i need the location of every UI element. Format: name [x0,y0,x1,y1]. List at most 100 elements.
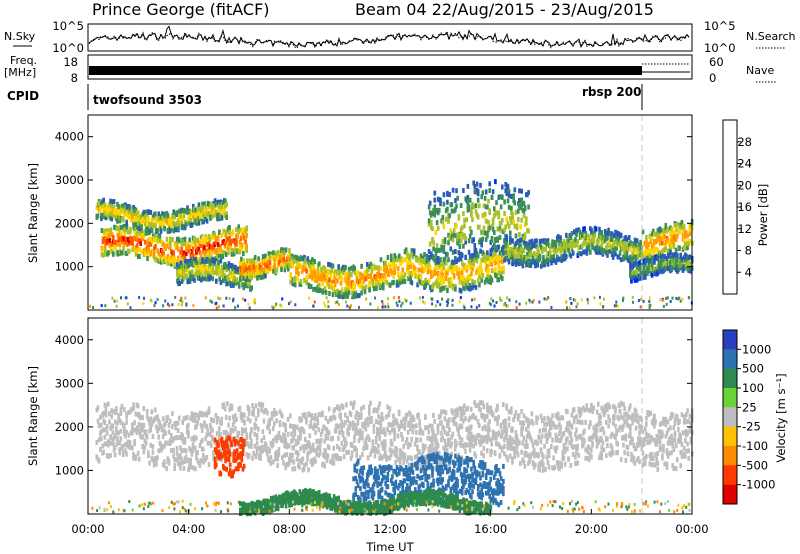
power-cell [622,239,625,245]
power-noise-cell [665,302,668,306]
power-cell [144,226,148,232]
velocity-cell [96,418,100,424]
power-cell [215,253,219,259]
power-cell [436,225,440,231]
power-cell [495,273,498,279]
power-noise-cell [431,302,434,306]
power-cell [138,226,141,231]
velocity-cell [212,418,215,424]
power-cell [282,257,286,263]
power-noise-cell [441,297,444,301]
velocity-cell [115,430,118,436]
velocity-cell [266,451,269,457]
power-cell [324,277,328,283]
power-cell [452,273,456,279]
power-cell [522,200,526,206]
power-cell [156,228,159,234]
power-cell [227,277,231,282]
power-cell [639,264,642,270]
power-cell [212,203,216,209]
velocity-cell [447,431,450,437]
power-noise-cell [120,296,122,300]
power-cell [322,272,326,278]
velocity-cell [133,441,136,446]
velocity-cell [380,455,384,461]
power-cell [535,244,538,250]
power-noise-cell [678,296,681,300]
velocity-cell [229,430,233,436]
velocity-cell [440,420,443,426]
power-cell [459,256,463,262]
velocity-cell [370,415,373,421]
power-cell [190,222,194,228]
power-cell [594,226,598,232]
power-cell [448,213,451,219]
power-noise-cell [648,306,651,310]
velocity-cell [211,427,214,433]
velocity-cell [453,446,457,452]
power-cell [552,254,555,260]
velocity-cell [165,466,168,472]
velocity-cell [374,419,378,425]
velocity-cell [316,417,320,423]
velocity-cell [377,405,380,411]
velocity-cell [111,424,115,430]
velocity-cell [271,426,275,432]
power-cell [468,283,472,288]
velocity-cell [431,424,434,429]
power-cell [617,254,621,260]
power-cell [117,209,120,215]
power-cell [488,260,491,266]
velocity-cell [157,434,160,440]
velocity-cell [270,416,274,421]
power-cell [484,237,488,243]
power-cell [122,236,125,242]
power-cell [520,246,523,252]
power-cell [116,218,119,224]
power-cell [674,247,678,253]
power-cell [450,202,454,208]
power-cell [451,259,455,265]
power-cell [157,251,161,257]
power-cell [237,281,241,287]
power-cell [459,273,463,279]
power-cell [520,202,523,208]
power-cell [401,267,404,273]
power-noise-cell [401,301,404,305]
power-cell [476,266,480,272]
power-cell [479,248,482,254]
power-cell [328,291,331,296]
power-noise-cell [397,296,400,299]
velocity-cell [305,416,308,422]
power-cell [329,272,332,278]
velocity-cell [368,437,371,443]
velocity-cell [458,423,462,429]
nave-label: Nave [746,64,774,77]
velocity-cell [424,444,427,449]
power-cell [138,247,141,253]
power-cell [252,264,256,270]
power-cell [217,207,220,213]
power-cell [451,285,455,291]
velocity-cell [364,426,368,432]
power-cell [147,216,150,222]
power-cell [361,282,364,288]
power-cell [527,190,530,196]
velocity-cell [377,413,380,419]
power-cell [204,270,208,276]
power-cell [441,239,445,245]
power-cell [360,290,363,296]
velocity-cell [413,441,417,447]
power-cell [446,191,449,197]
power-noise-cell [215,301,218,305]
velocity-cell [186,426,189,432]
power-cell [518,257,521,263]
velocity-cell [373,407,377,413]
power-cell [442,279,446,285]
power-cell [625,236,629,242]
power-cell [577,245,581,251]
velocity-cell [171,411,174,417]
power-cell [387,270,391,276]
velocity-cell [360,406,363,412]
velocity-cell [368,410,371,416]
